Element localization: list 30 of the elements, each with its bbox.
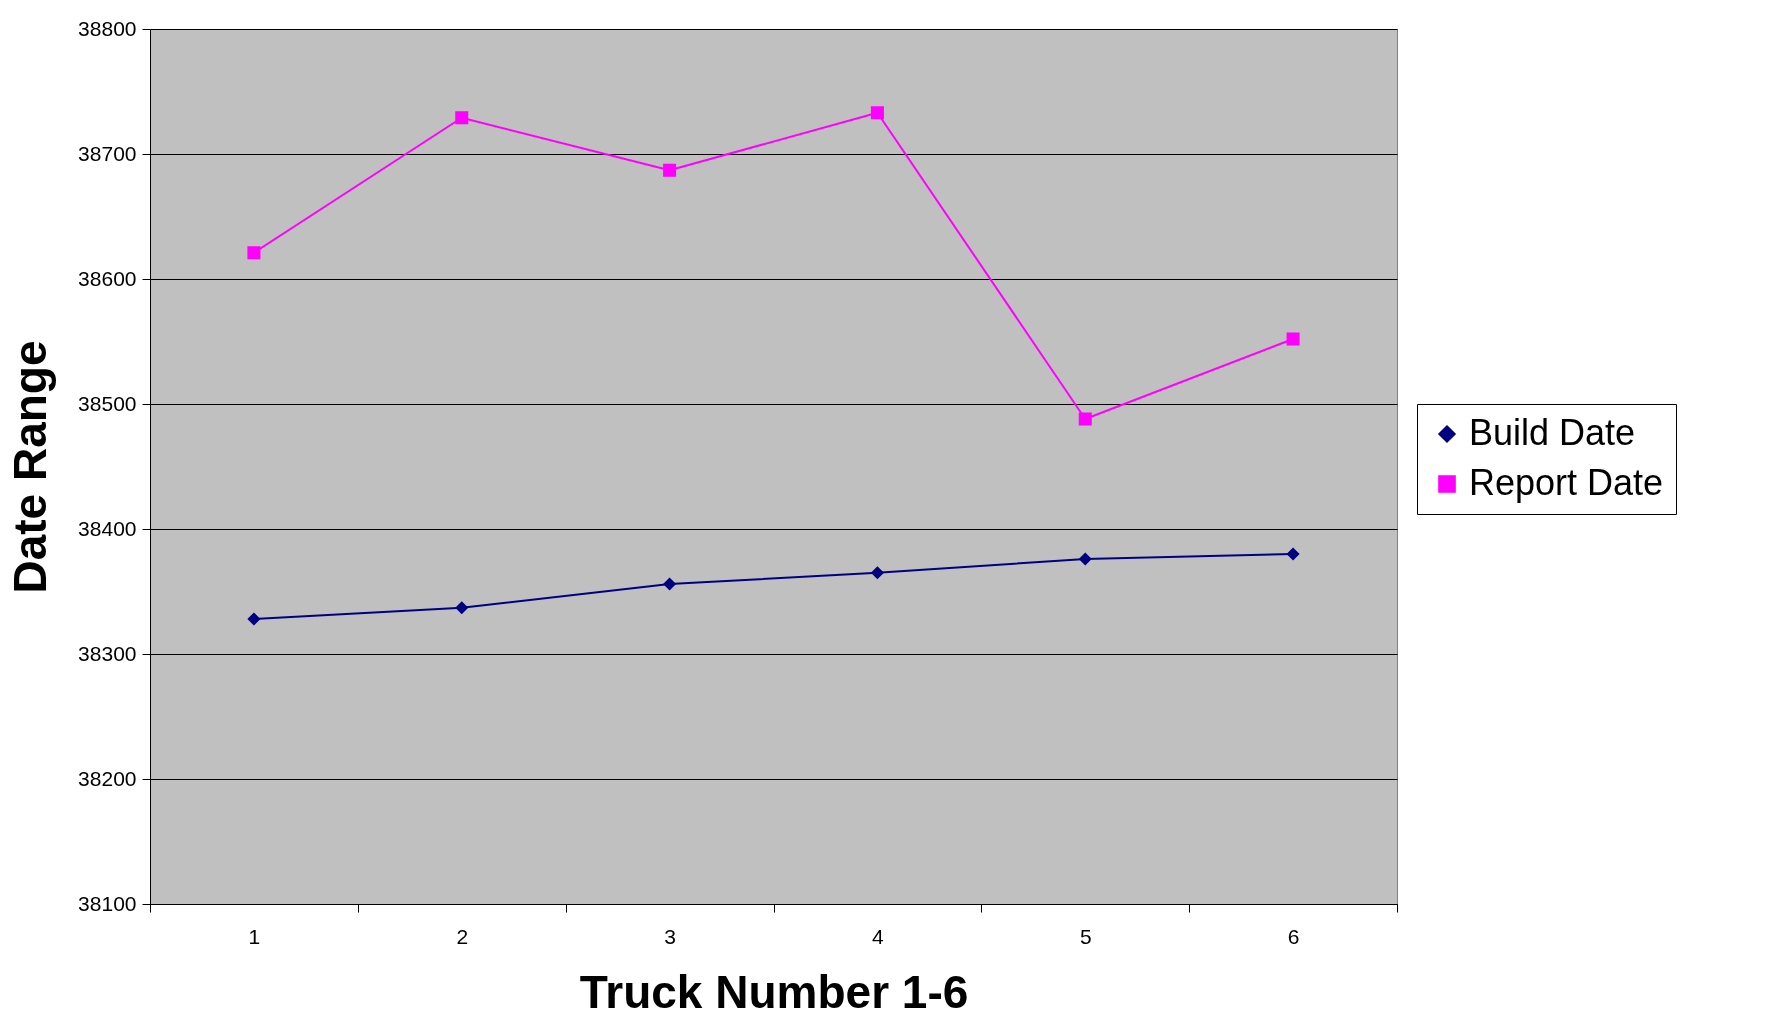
point <box>870 566 884 580</box>
point <box>1078 552 1092 566</box>
point <box>455 601 469 615</box>
point <box>247 612 261 626</box>
point <box>247 246 261 260</box>
y-tick-label: 38100 <box>78 891 137 915</box>
point <box>1286 332 1300 346</box>
x-tick-label: 4 <box>872 924 885 948</box>
y-axis-title: Date Range <box>4 340 57 594</box>
point <box>455 111 469 125</box>
x-tick-label: 2 <box>456 924 469 948</box>
y-tick-label: 38300 <box>78 641 137 665</box>
y-tick-label: 38800 <box>78 16 137 40</box>
y-tick-label: 38600 <box>78 266 137 290</box>
point <box>663 577 677 591</box>
y-tick-label: 38200 <box>78 766 137 790</box>
x-tick-label: 5 <box>1079 924 1092 948</box>
y-tick-label: 38700 <box>78 141 137 165</box>
y-tick-label: 38500 <box>78 391 137 415</box>
x-axis-title: Truck Number 1-6 <box>579 965 969 1018</box>
legend-label: Build Date <box>1469 412 1636 453</box>
x-tick-label: 6 <box>1287 924 1300 948</box>
point <box>1286 547 1300 561</box>
x-tick-label: 3 <box>664 924 676 948</box>
point <box>870 106 884 120</box>
x-tick-label: 1 <box>248 924 261 948</box>
legend-label: Report Date <box>1469 462 1664 503</box>
point <box>1078 412 1092 426</box>
point <box>663 163 677 177</box>
y-tick-label: 38400 <box>78 516 137 540</box>
